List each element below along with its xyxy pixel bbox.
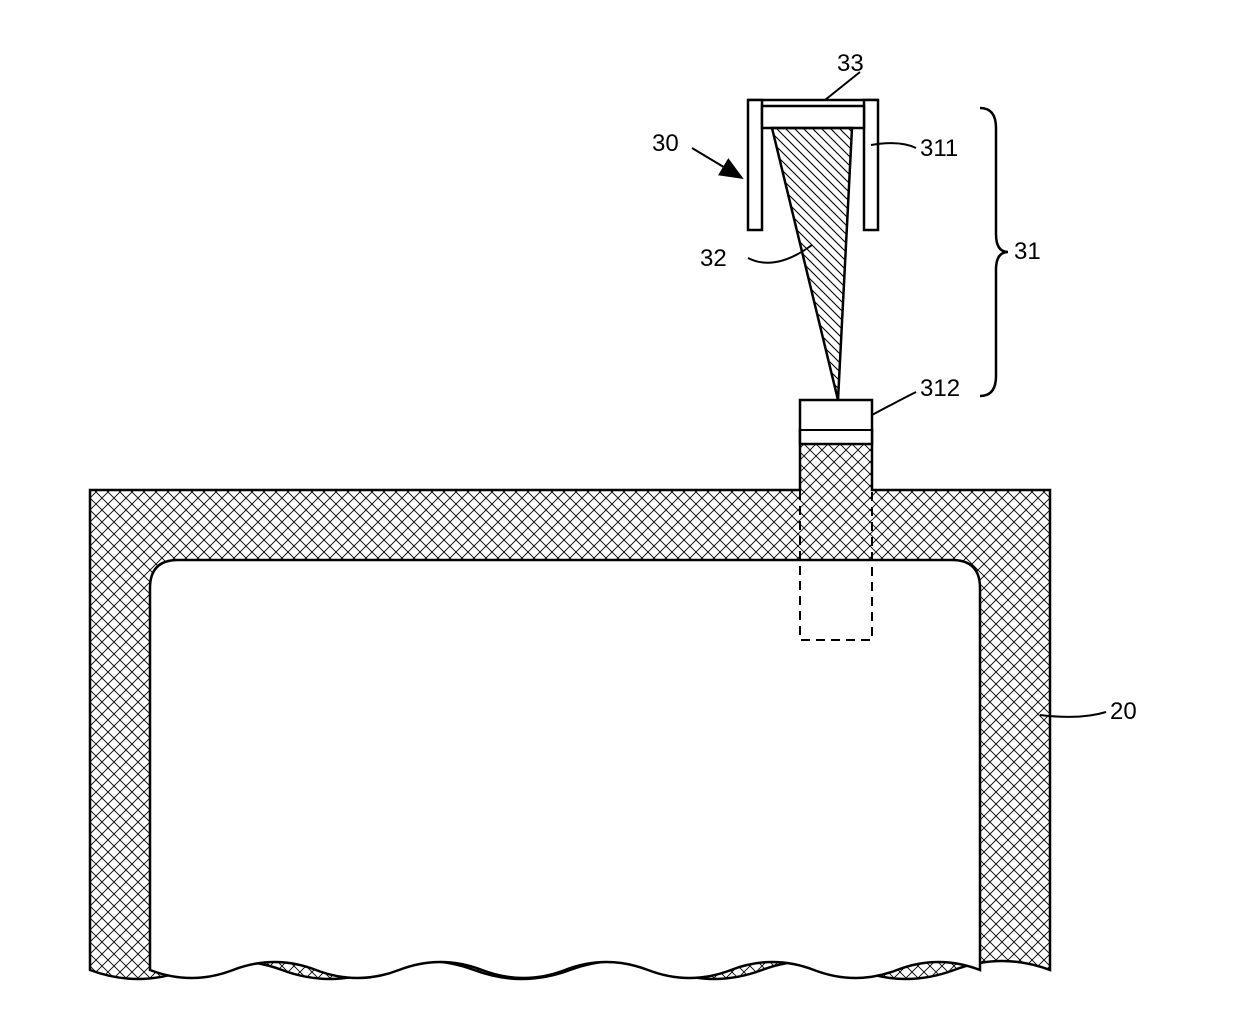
label-20: 20 xyxy=(1110,698,1137,726)
brace-31 xyxy=(980,108,1008,396)
housing xyxy=(90,430,1050,979)
label-312: 312 xyxy=(920,375,960,403)
label-31: 31 xyxy=(1014,238,1041,266)
label-33: 33 xyxy=(837,50,864,78)
diagram-svg xyxy=(0,0,1240,1026)
neck-312 xyxy=(800,400,872,444)
label-30: 30 xyxy=(652,130,679,158)
diagram-canvas: 33 30 311 32 31 312 20 xyxy=(0,0,1240,1026)
label-32: 32 xyxy=(700,245,727,273)
cap-assembly-30 xyxy=(748,100,878,400)
label-311: 311 xyxy=(920,135,958,163)
